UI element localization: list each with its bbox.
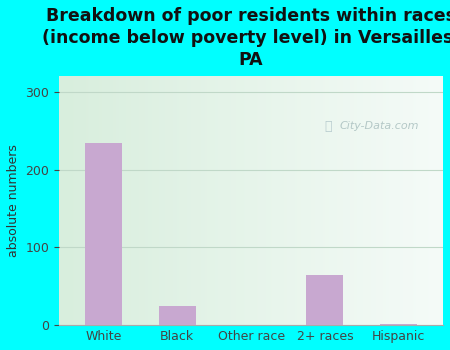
Text: ⦿: ⦿ [324,120,332,133]
Bar [380,324,417,325]
Text: City-Data.com: City-Data.com [339,121,419,131]
Title: Breakdown of poor residents within races
(income below poverty level) in Versail: Breakdown of poor residents within races… [42,7,450,69]
Y-axis label: absolute numbers: absolute numbers [7,145,20,257]
Bar [85,142,122,325]
Bar [159,306,196,325]
Bar [306,275,343,325]
